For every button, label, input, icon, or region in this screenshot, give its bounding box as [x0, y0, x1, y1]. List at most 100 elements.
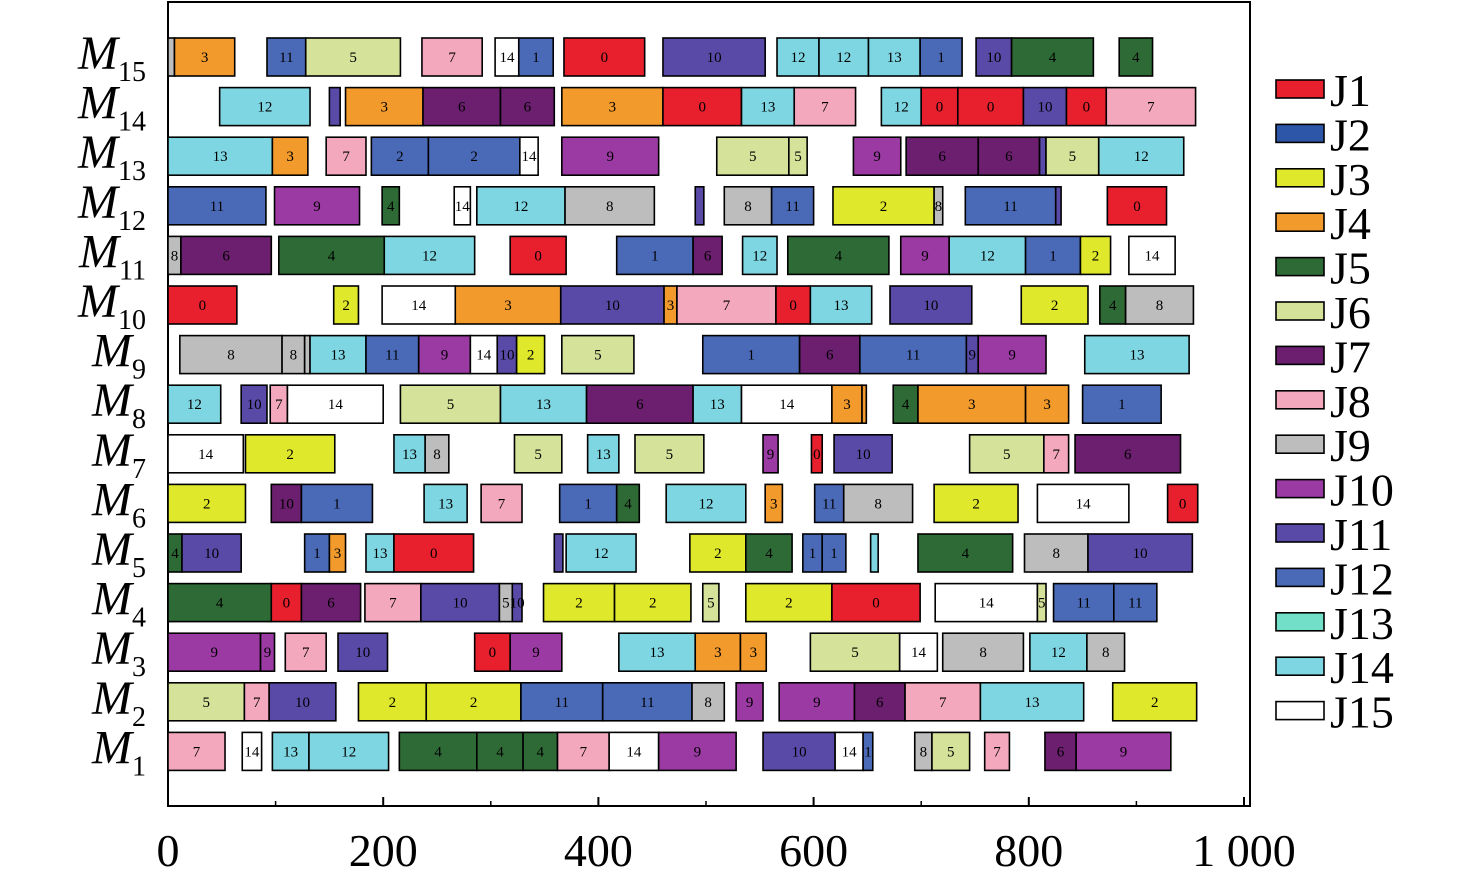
task-label-m2-194: 2 [389, 695, 397, 711]
task-bar-m6-135 [480, 483, 523, 524]
task-bar-m3-178 [259, 632, 276, 673]
task-label-m7-123: 13 [596, 447, 611, 463]
task-label-m7-126: 0 [813, 447, 821, 463]
legend-swatch-j12 [1275, 567, 1325, 588]
task-label-m3-189: 12 [1051, 645, 1066, 661]
task-bar-m7-121 [424, 433, 450, 474]
task-label-m6-131: 2 [203, 496, 211, 512]
legend-label-j3: J3 [1330, 154, 1371, 205]
task-label-m8-116: 3 [1043, 397, 1051, 413]
task-label-m4-168: 2 [575, 596, 583, 612]
task-label-m9-99: 11 [906, 348, 920, 364]
task-bar-m10-83 [889, 285, 973, 325]
task-label-m2-196: 11 [555, 695, 569, 711]
task-bar-m11-68 [786, 235, 890, 276]
task-label-m14-30: 7 [1147, 100, 1155, 116]
legend-label-j8: J8 [1330, 376, 1371, 427]
task-bar-m12-49 [453, 186, 472, 226]
task-label-m5-147: 1 [313, 546, 321, 562]
task-label-m1-220: 7 [993, 744, 1001, 760]
task-bar-m15-6 [517, 37, 555, 77]
task-label-m9-90: 13 [331, 348, 346, 364]
task-bar-m9-91 [365, 334, 420, 375]
task-label-m14-26: 0 [936, 100, 944, 116]
task-label-m1-222: 9 [1120, 744, 1128, 760]
task-bar-m4-164 [364, 582, 422, 623]
task-label-m2-192: 7 [253, 695, 261, 711]
task-bar-m3-189 [1029, 632, 1088, 673]
task-label-m13-32: 3 [286, 149, 294, 165]
task-bar-m12-47 [273, 186, 361, 226]
task-label-m9-91: 11 [385, 348, 399, 364]
task-label-m4-166: 5 [502, 596, 510, 612]
task-bar-m13-43 [1038, 136, 1047, 176]
task-bar-m1-206 [241, 731, 263, 772]
task-label-m13-33: 7 [342, 149, 350, 165]
task-label-m5-146: 10 [204, 546, 219, 562]
legend-label-j6: J6 [1330, 287, 1371, 338]
task-bar-m4-163 [300, 582, 362, 623]
task-bar-m5-160 [1087, 533, 1194, 573]
task-label-m10-74: 0 [199, 298, 207, 314]
task-label-m7-118: 14 [198, 447, 214, 463]
task-label-m8-105: 7 [275, 397, 283, 413]
task-label-m8-112: 3 [843, 397, 851, 413]
task-bar-m9-99 [859, 334, 968, 375]
task-bar-m6-132 [270, 483, 303, 524]
task-label-m15-8: 10 [707, 50, 722, 66]
task-bar-m1-208 [308, 731, 390, 772]
task-bar-m6-133 [300, 483, 374, 524]
task-label-m1-207: 13 [283, 744, 298, 760]
task-label-m5-160: 10 [1133, 546, 1148, 562]
legend-swatch-j4 [1275, 212, 1325, 232]
task-label-m15-4: 7 [448, 50, 456, 66]
task-label-m13-38: 5 [749, 149, 757, 165]
task-label-m2-203: 13 [1025, 695, 1040, 711]
task-label-m8-108: 13 [536, 397, 551, 413]
task-bar-m8-115 [917, 384, 1027, 425]
task-label-m3-185: 3 [750, 645, 758, 661]
task-label-m10-81: 0 [789, 298, 797, 314]
task-label-m3-182: 9 [532, 645, 540, 661]
task-bar-m13-32 [271, 136, 309, 176]
task-label-m1-221: 6 [1057, 744, 1065, 760]
task-bar-m2-203 [979, 681, 1085, 722]
task-label-m15-12: 1 [937, 50, 945, 66]
task-label-m7-124: 5 [666, 447, 674, 463]
task-bar-m2-200 [778, 681, 856, 722]
task-bar-m11-63 [383, 235, 476, 276]
task-bar-m12-56 [933, 186, 944, 226]
task-label-m7-129: 7 [1052, 447, 1060, 463]
task-label-m3-181: 0 [489, 645, 497, 661]
task-label-m13-41: 6 [938, 149, 946, 165]
task-bar-m12-54 [770, 186, 815, 226]
task-bar-m13-39 [788, 136, 808, 176]
task-label-m14-28: 10 [1037, 100, 1052, 116]
task-bar-m7-118 [167, 433, 245, 474]
task-bar-m13-35 [427, 136, 521, 176]
task-bar-m7-120 [393, 433, 426, 474]
task-bar-m11-72 [1079, 235, 1112, 276]
task-bar-m7-122 [513, 433, 563, 474]
task-bar-m9-96 [561, 334, 635, 375]
x-tick-label-1000: 1 000 [1192, 825, 1296, 876]
task-label-m3-180: 10 [355, 645, 370, 661]
task-label-m9-94: 10 [499, 348, 514, 364]
task-bar-m6-139 [764, 483, 784, 524]
task-label-m12-55: 2 [880, 199, 888, 215]
task-bar-m12-48 [381, 186, 401, 226]
task-label-m3-186: 5 [851, 645, 859, 661]
task-label-m15-9: 12 [790, 50, 805, 66]
task-label-m3-177: 9 [211, 645, 219, 661]
task-label-m4-163: 6 [327, 596, 335, 612]
task-label-m1-212: 7 [580, 744, 588, 760]
task-label-m12-50: 12 [513, 199, 528, 215]
task-bar-m15-1 [173, 37, 236, 77]
task-bar-m5-152 [565, 533, 637, 573]
task-label-m1-218: 8 [920, 744, 928, 760]
task-label-m5-155: 1 [809, 546, 817, 562]
machine-label-m3: M3 [91, 622, 146, 683]
task-label-m11-66: 6 [704, 248, 712, 264]
task-bar-m3-185 [739, 632, 768, 673]
